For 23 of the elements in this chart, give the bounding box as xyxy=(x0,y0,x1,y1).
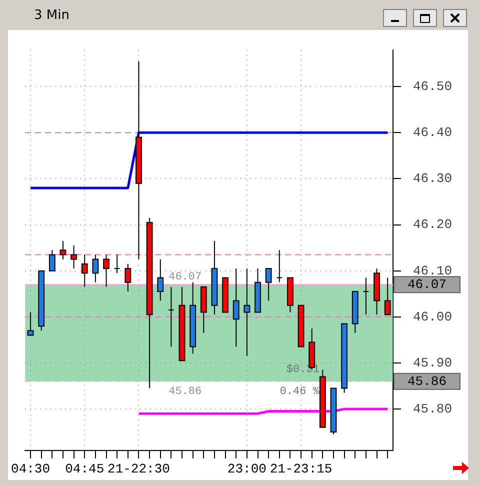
y-tick-label: 45.90 xyxy=(413,355,452,370)
x-tick-label: 04:30 xyxy=(11,462,50,477)
annotation: 0.46 % xyxy=(280,386,320,398)
x-tick-label: 21-22:30 xyxy=(108,462,170,477)
y-tick-label: 46.30 xyxy=(413,171,452,186)
annotation: 45.86 xyxy=(168,386,202,398)
y-tick-label: 46.20 xyxy=(413,217,452,232)
chart-title: 3 Min xyxy=(34,8,70,23)
candlestick xyxy=(362,277,370,316)
candlestick xyxy=(168,286,174,348)
x-tick-label: 04:45 xyxy=(65,462,104,477)
y-tick-label: 46.50 xyxy=(413,79,452,94)
ref-line-label: 46.07 xyxy=(407,277,447,292)
y-tick-label: 46.00 xyxy=(413,309,452,324)
candlestick xyxy=(276,250,283,283)
ref-line-label: 45.86 xyxy=(407,374,447,389)
x-tick-label: 21-23:15 xyxy=(270,462,332,477)
y-tick-label: 46.10 xyxy=(413,263,452,278)
x-tick-label: 23:00 xyxy=(227,462,266,477)
y-tick-label: 46.40 xyxy=(413,125,452,140)
candlestick xyxy=(114,254,120,274)
annotation: 46.07 xyxy=(168,272,202,284)
y-tick-label: 45.80 xyxy=(413,401,452,416)
